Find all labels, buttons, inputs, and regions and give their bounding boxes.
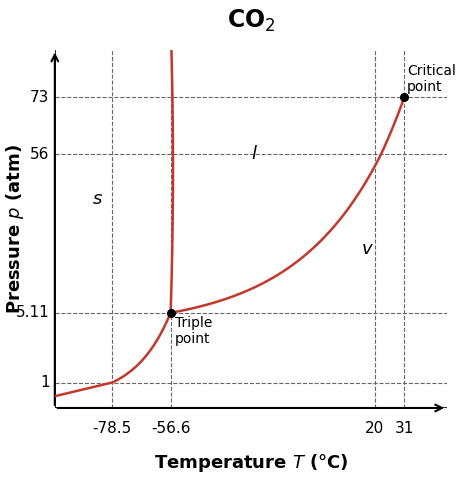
Text: 5.11: 5.11 xyxy=(16,305,49,320)
Text: $v$: $v$ xyxy=(361,241,373,258)
Text: -56.6: -56.6 xyxy=(151,421,190,436)
Text: Pressure $p$ (atm): Pressure $p$ (atm) xyxy=(4,144,26,314)
Text: Critical
point: Critical point xyxy=(407,64,456,94)
Text: 56: 56 xyxy=(30,147,49,162)
Text: 1: 1 xyxy=(40,375,49,390)
Text: 73: 73 xyxy=(30,90,49,105)
Text: 20: 20 xyxy=(365,421,384,436)
Text: CO$_2$: CO$_2$ xyxy=(226,8,275,34)
Text: -78.5: -78.5 xyxy=(93,421,132,436)
Text: Triple
point: Triple point xyxy=(175,316,212,346)
Text: $s$: $s$ xyxy=(92,190,103,208)
Text: 31: 31 xyxy=(395,421,414,436)
Text: $l$: $l$ xyxy=(252,145,258,163)
Text: Temperature $T$ (°C): Temperature $T$ (°C) xyxy=(154,453,348,474)
